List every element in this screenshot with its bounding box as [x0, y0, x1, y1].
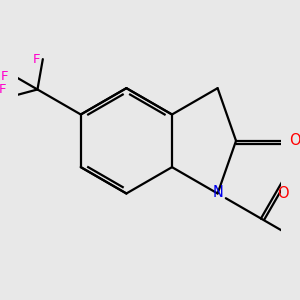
Text: F: F — [0, 83, 6, 97]
Text: O: O — [278, 186, 289, 201]
Text: F: F — [1, 70, 8, 83]
Text: O: O — [289, 133, 300, 148]
Text: F: F — [33, 52, 40, 66]
Text: N: N — [212, 185, 223, 200]
